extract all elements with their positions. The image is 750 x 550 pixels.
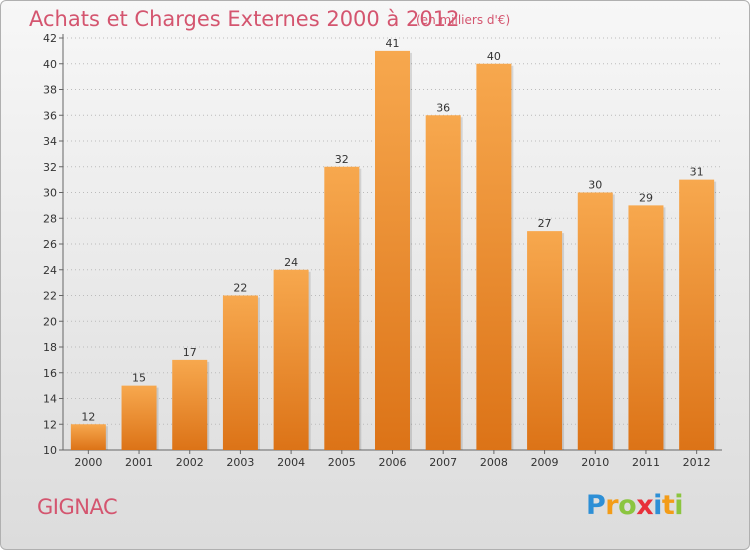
city-name: GIGNAC: [37, 495, 118, 519]
bar: [628, 205, 664, 450]
logo-letter: x: [636, 490, 654, 521]
data-label: 31: [690, 166, 704, 179]
x-tick-label: 2012: [683, 456, 711, 469]
bar: [425, 115, 461, 450]
bar: [70, 424, 106, 450]
logo-letter: i: [674, 490, 684, 521]
bar: [527, 231, 563, 450]
bar: [172, 359, 208, 450]
proxiti-logo: Proxiti: [586, 490, 684, 521]
y-tick-label: 24: [43, 264, 57, 277]
logo-letter: r: [605, 490, 619, 521]
x-tick-label: 2004: [277, 456, 305, 469]
bar: [324, 166, 360, 450]
y-tick-label: 36: [43, 109, 57, 122]
y-tick-label: 20: [43, 315, 57, 328]
data-label: 24: [284, 256, 298, 269]
data-label: 27: [538, 217, 552, 230]
bar: [375, 50, 410, 450]
chart-title: Achats et Charges Externes 2000 à 2012: [29, 7, 460, 31]
x-tick-label: 2010: [581, 456, 609, 469]
data-label: 12: [81, 410, 95, 423]
bar: [222, 295, 258, 450]
data-label: 22: [233, 282, 247, 295]
y-tick-label: 18: [43, 341, 57, 354]
y-tick-label: 10: [43, 444, 57, 457]
data-label: 32: [335, 153, 349, 166]
data-label: 41: [386, 37, 400, 50]
y-tick-label: 26: [43, 238, 57, 251]
data-label: 40: [487, 50, 501, 63]
x-tick-label: 2007: [429, 456, 457, 469]
bar: [679, 179, 715, 450]
bar: [273, 269, 309, 450]
x-tick-label: 2005: [328, 456, 356, 469]
y-tick-label: 16: [43, 367, 57, 380]
y-tick-label: 42: [43, 32, 57, 45]
x-tick-label: 2003: [226, 456, 254, 469]
data-label: 29: [639, 191, 653, 204]
y-tick-label: 12: [43, 418, 57, 431]
x-tick-label: 2009: [531, 456, 559, 469]
bar: [121, 385, 157, 450]
y-tick-label: 30: [43, 187, 57, 200]
y-tick-label: 40: [43, 58, 57, 71]
bar: [577, 192, 613, 450]
y-tick-label: 22: [43, 290, 57, 303]
x-tick-label: 2006: [379, 456, 407, 469]
logo-letter: i: [653, 490, 662, 521]
logo-letter: t: [661, 490, 675, 521]
logo-letter: o: [618, 490, 637, 521]
data-label: 30: [588, 179, 602, 192]
bar: [476, 63, 512, 450]
x-tick-label: 2011: [632, 456, 660, 469]
logo-letter: P: [586, 490, 606, 521]
y-tick-label: 34: [43, 135, 57, 148]
y-tick-label: 32: [43, 161, 57, 174]
y-tick-label: 38: [43, 84, 57, 97]
x-tick-label: 2002: [176, 456, 204, 469]
x-tick-label: 2008: [480, 456, 508, 469]
x-tick-label: 2000: [74, 456, 102, 469]
y-tick-label: 14: [43, 393, 57, 406]
x-tick-label: 2001: [125, 456, 153, 469]
data-label: 36: [436, 101, 450, 114]
chart-subtitle: (en milliers d'€): [416, 13, 511, 27]
y-tick-label: 28: [43, 212, 57, 225]
data-label: 15: [132, 372, 146, 385]
data-label: 17: [183, 346, 197, 359]
